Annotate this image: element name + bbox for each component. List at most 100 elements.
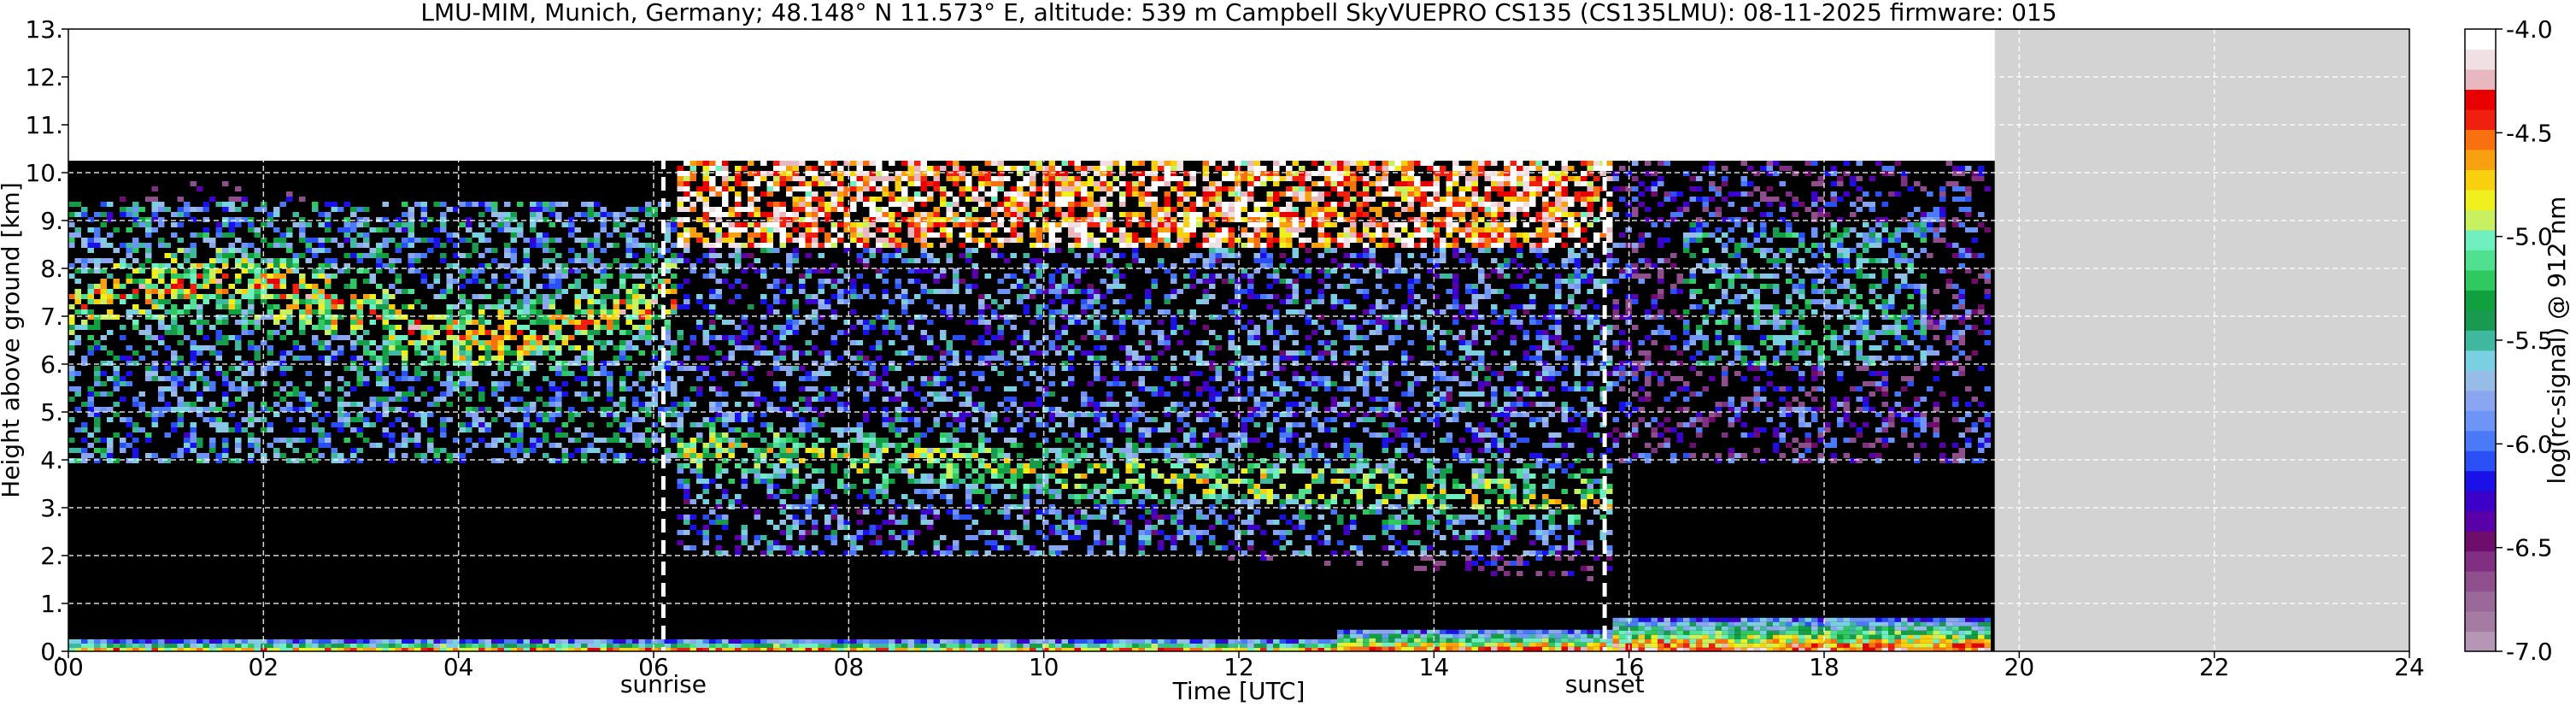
heatmap-cell bbox=[1087, 550, 1094, 556]
heatmap-cell bbox=[760, 191, 767, 197]
heatmap-cell bbox=[779, 397, 786, 402]
heatmap-cell bbox=[914, 356, 921, 361]
heatmap-cell bbox=[273, 391, 280, 397]
heatmap-cell bbox=[215, 294, 222, 299]
heatmap-cell bbox=[907, 386, 914, 391]
heatmap-cell bbox=[145, 309, 152, 315]
heatmap-cell bbox=[261, 366, 267, 371]
heatmap-cell bbox=[689, 422, 696, 427]
heatmap-cell bbox=[709, 161, 716, 166]
heatmap-cell bbox=[1042, 366, 1049, 371]
heatmap-cell bbox=[1151, 504, 1158, 509]
heatmap-cell bbox=[1151, 202, 1158, 207]
heatmap-cell bbox=[1125, 520, 1132, 525]
heatmap-cell bbox=[87, 294, 94, 299]
heatmap-cell bbox=[215, 268, 222, 274]
heatmap-cell bbox=[286, 407, 293, 412]
heatmap-cell bbox=[971, 427, 978, 432]
heatmap-cell bbox=[241, 248, 248, 253]
heatmap-cell bbox=[946, 217, 953, 222]
heatmap-cell bbox=[228, 309, 235, 315]
heatmap-cell bbox=[254, 248, 261, 253]
heatmap-cell bbox=[433, 330, 440, 335]
heatmap-cell bbox=[856, 535, 863, 540]
heatmap-cell bbox=[350, 356, 357, 361]
heatmap-cell bbox=[286, 330, 293, 335]
heatmap-cell bbox=[830, 340, 837, 345]
heatmap-cell bbox=[684, 402, 690, 407]
heatmap-cell bbox=[997, 356, 1004, 361]
heatmap-cell bbox=[799, 217, 806, 222]
heatmap-cell bbox=[74, 335, 81, 340]
heatmap-cell bbox=[843, 217, 850, 222]
heatmap-cell bbox=[645, 443, 652, 448]
heatmap-cell bbox=[376, 381, 383, 386]
heatmap-cell bbox=[158, 279, 165, 284]
heatmap-cell bbox=[638, 207, 645, 212]
heatmap-cell bbox=[709, 309, 716, 315]
heatmap-cell bbox=[889, 222, 895, 227]
heatmap-cell bbox=[235, 320, 242, 325]
heatmap-cell bbox=[1087, 284, 1094, 289]
heatmap-cell bbox=[709, 320, 716, 325]
heatmap-cell bbox=[638, 458, 645, 463]
heatmap-cell bbox=[920, 515, 927, 520]
heatmap-cell bbox=[1042, 217, 1049, 222]
heatmap-cell bbox=[395, 315, 402, 320]
heatmap-cell bbox=[786, 535, 793, 540]
heatmap-cell bbox=[235, 279, 242, 284]
heatmap-cell bbox=[837, 520, 844, 525]
heatmap-cell bbox=[792, 350, 799, 356]
heatmap-cell bbox=[151, 361, 158, 366]
heatmap-cell bbox=[600, 453, 607, 458]
heatmap-cell bbox=[536, 438, 543, 443]
heatmap-cell bbox=[625, 320, 632, 325]
heatmap-cell bbox=[94, 227, 101, 232]
heatmap-cell bbox=[927, 299, 934, 304]
heatmap-cell bbox=[164, 325, 171, 330]
heatmap-cell bbox=[1074, 484, 1081, 489]
heatmap-cell bbox=[235, 304, 242, 309]
heatmap-cell bbox=[671, 422, 678, 427]
heatmap-cell bbox=[408, 212, 414, 217]
heatmap-cell bbox=[446, 391, 453, 397]
heatmap-cell bbox=[581, 391, 588, 397]
heatmap-cell bbox=[702, 530, 709, 535]
heatmap-cell bbox=[1132, 356, 1139, 361]
heatmap-cell bbox=[696, 320, 703, 325]
heatmap-cell bbox=[120, 212, 126, 217]
heatmap-cell bbox=[702, 335, 709, 340]
heatmap-cell bbox=[702, 443, 709, 448]
heatmap-cell bbox=[1151, 391, 1158, 397]
heatmap-cell bbox=[773, 248, 780, 253]
heatmap-cell bbox=[677, 438, 684, 443]
heatmap-cell bbox=[523, 253, 530, 258]
heatmap-cell bbox=[901, 309, 908, 315]
heatmap-cell bbox=[684, 258, 690, 263]
heatmap-cell bbox=[74, 309, 81, 315]
heatmap-cell bbox=[286, 417, 293, 422]
heatmap-cell bbox=[536, 320, 543, 325]
heatmap-cell bbox=[356, 222, 363, 227]
heatmap-cell bbox=[100, 299, 107, 304]
heatmap-cell bbox=[984, 330, 991, 335]
heatmap-cell bbox=[1074, 530, 1081, 535]
heatmap-cell bbox=[741, 535, 748, 540]
heatmap-cell bbox=[1100, 494, 1106, 499]
heatmap-cell bbox=[799, 422, 806, 427]
heatmap-cell bbox=[151, 268, 158, 274]
heatmap-cell bbox=[235, 448, 242, 453]
heatmap-cell bbox=[779, 366, 786, 371]
heatmap-cell bbox=[766, 248, 773, 253]
heatmap-cell bbox=[536, 412, 543, 417]
heatmap-cell bbox=[318, 248, 325, 253]
heatmap-cell bbox=[830, 161, 837, 166]
heatmap-cell bbox=[369, 253, 376, 258]
heatmap-cell bbox=[497, 335, 504, 340]
heatmap-cell bbox=[914, 438, 921, 443]
heatmap-cell bbox=[74, 371, 81, 376]
heatmap-cell bbox=[953, 443, 959, 448]
heatmap-cell bbox=[343, 402, 350, 407]
heatmap-cell bbox=[171, 427, 178, 432]
heatmap-cell bbox=[177, 448, 184, 453]
